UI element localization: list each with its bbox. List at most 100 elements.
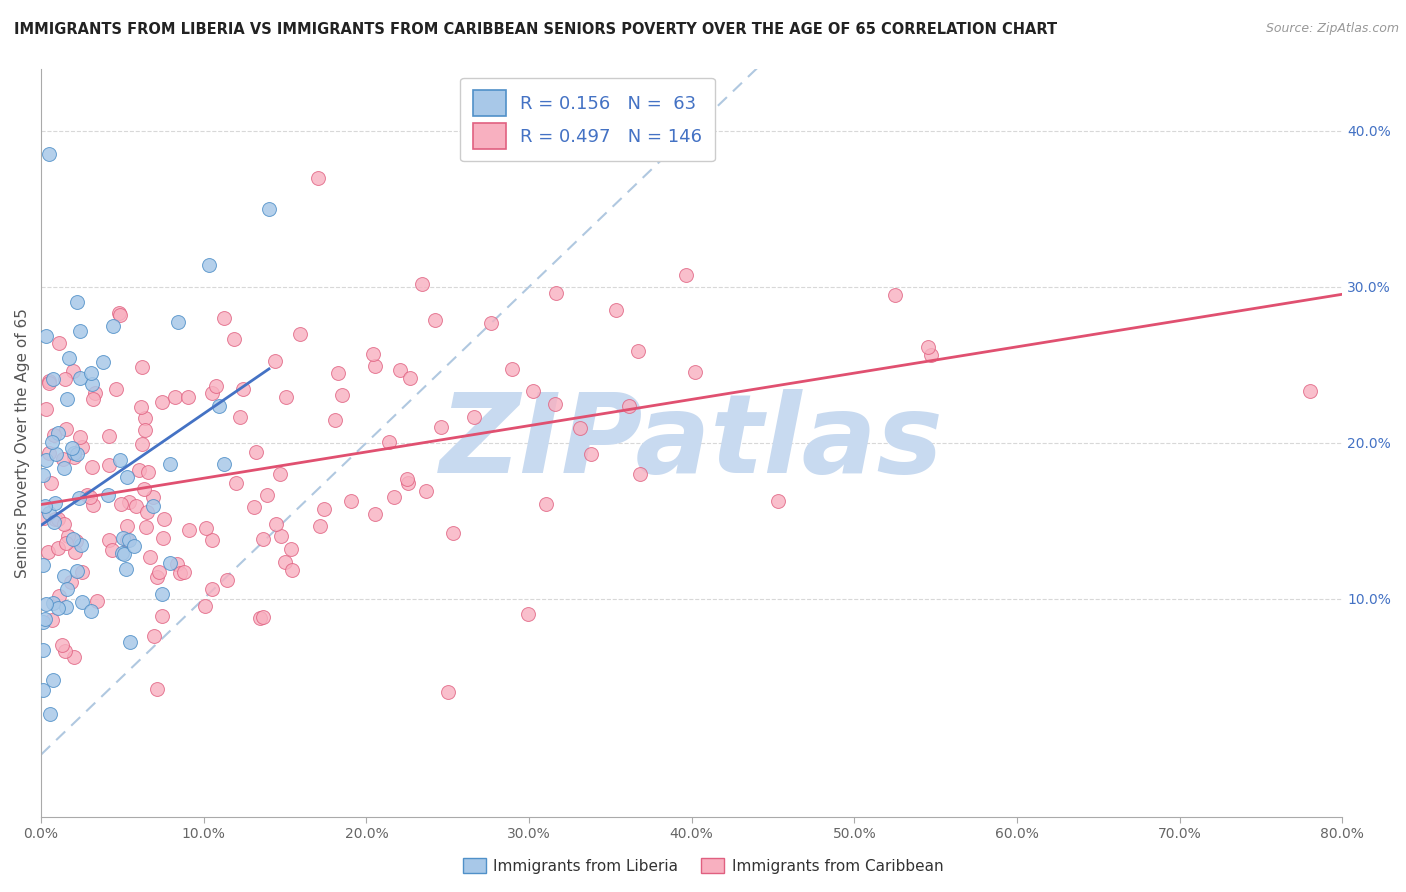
Point [173,565,195,579]
Point [41,476,63,491]
Point [31,643,53,657]
Point [31,615,53,630]
Point [97,458,120,472]
Point [125,500,148,514]
Point [56,392,79,406]
Point [280,541,302,556]
Point [115,469,138,483]
Point [70,595,93,609]
Point [463,410,485,425]
Point [37,545,59,559]
Point [146,682,169,697]
Point [53,644,76,658]
Point [45,447,67,461]
Point [163,390,186,404]
Point [148,565,170,579]
Point [34,612,56,626]
Point [423,313,446,327]
Point [249,610,271,624]
Point [101,319,124,334]
Point [69,371,91,385]
Point [63,544,86,558]
Point [1299,384,1322,398]
Point [60,441,83,455]
Point [917,340,939,354]
Point [256,488,278,502]
Point [38,506,60,520]
Point [208,399,231,413]
Point [112,547,135,561]
Point [534,497,557,511]
Point [60,575,83,590]
Legend: R = 0.156   N =  63, R = 0.497   N = 146: R = 0.156 N = 63, R = 0.497 N = 146 [461,78,714,161]
Point [215,573,238,587]
Point [62,364,84,378]
Point [32,558,55,572]
Point [232,382,254,396]
Point [517,607,540,621]
Point [269,467,291,481]
Point [605,302,627,317]
Point [252,533,274,547]
Point [264,354,287,368]
Point [142,490,165,504]
Point [479,316,502,330]
Point [38,376,60,390]
Point [118,495,141,509]
Point [340,494,363,508]
Point [46,426,69,441]
Point [159,556,181,570]
Point [66,564,89,578]
Point [65,534,87,549]
Point [66,446,89,460]
Point [177,390,200,404]
Point [53,372,76,386]
Point [70,565,93,579]
Point [270,529,292,543]
Point [257,202,280,216]
Point [201,533,224,548]
Point [39,707,62,722]
Point [153,511,176,525]
Point [204,379,226,393]
Point [115,519,138,533]
Point [179,523,201,537]
Point [66,295,89,310]
Point [101,542,124,557]
Point [212,311,235,326]
Point [328,366,350,380]
Point [378,435,401,450]
Point [44,496,66,510]
Point [97,488,120,502]
Point [142,629,165,643]
Point [32,467,55,482]
Point [134,482,156,496]
Point [91,355,114,369]
Point [150,395,173,409]
Point [501,361,523,376]
Point [399,371,422,385]
Point [82,392,104,406]
Point [55,422,77,436]
Point [150,587,173,601]
Point [55,536,77,550]
Point [361,346,384,360]
Point [225,476,247,491]
Point [134,411,156,425]
Point [111,546,134,560]
Point [274,390,297,404]
Point [69,538,91,552]
Point [139,549,162,564]
Point [79,490,101,504]
Point [920,347,942,361]
Point [166,557,188,571]
Point [281,564,304,578]
Point [617,399,640,413]
Point [46,511,69,525]
Point [312,502,335,516]
Point [309,519,332,533]
Point [136,505,159,519]
Point [38,375,60,389]
Point [569,420,592,434]
Point [107,306,129,320]
